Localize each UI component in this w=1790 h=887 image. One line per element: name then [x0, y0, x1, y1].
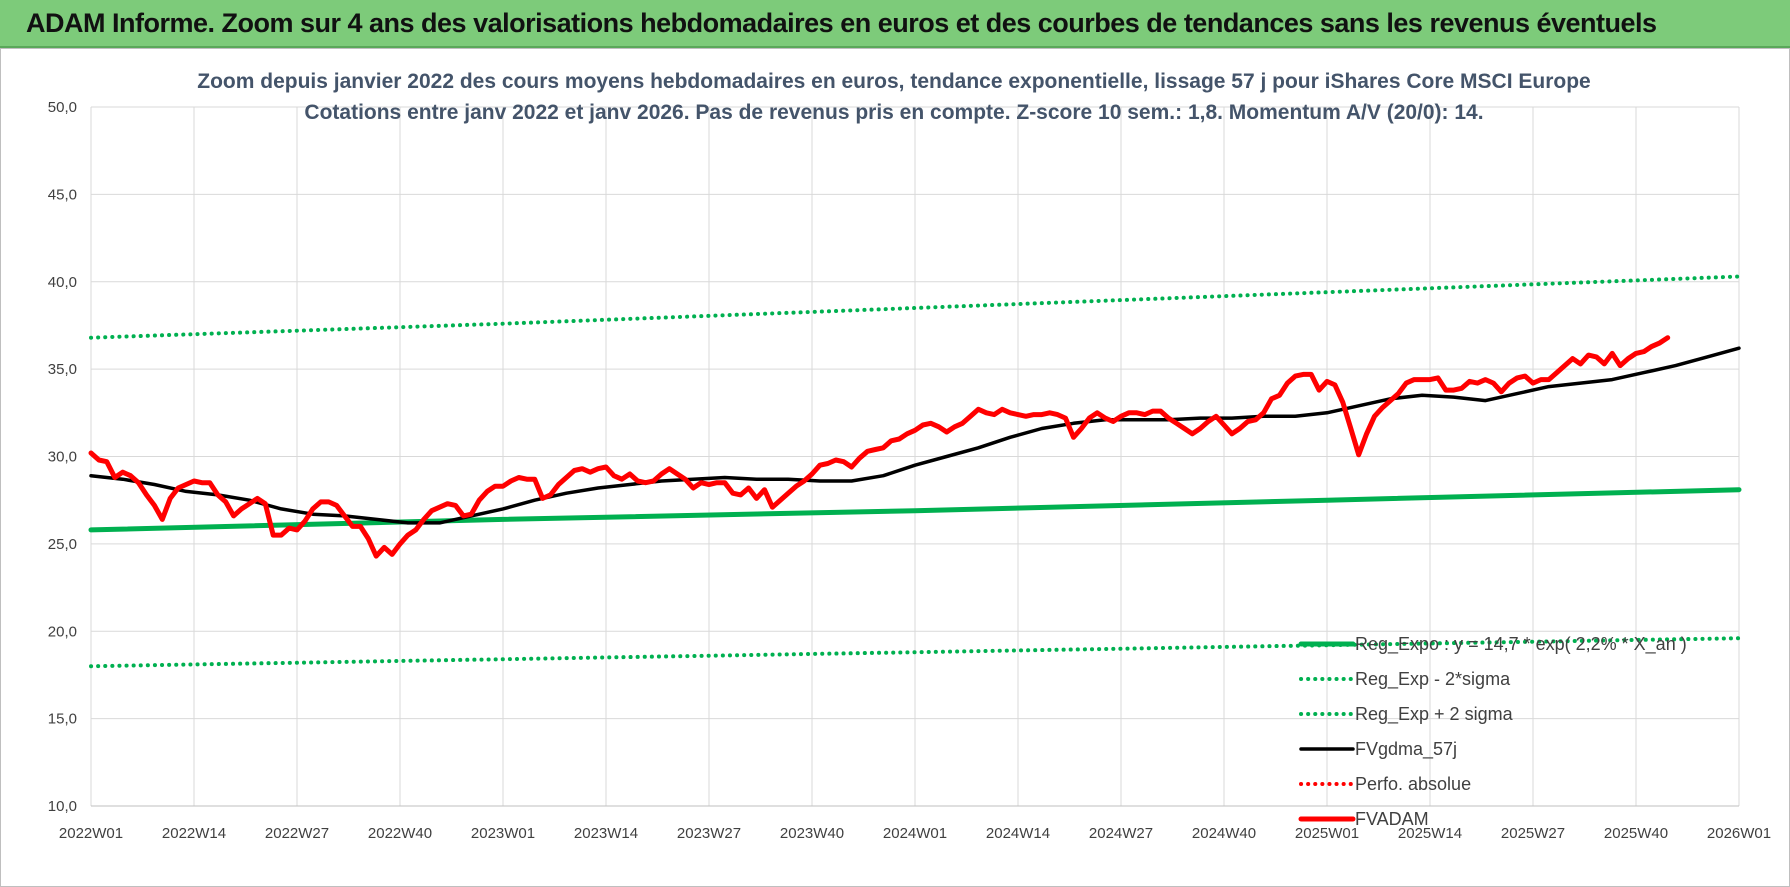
x-tick-label: 2022W01: [59, 825, 123, 842]
x-tick-label: 2025W27: [1501, 825, 1565, 842]
banner: ADAM Informe. Zoom sur 4 ans des valoris…: [0, 0, 1790, 48]
x-tick-label: 2023W27: [677, 825, 741, 842]
series-line-2: [89, 274, 1741, 340]
legend-label: Perfo. absolue: [1355, 774, 1471, 794]
series-line-1: [89, 636, 1741, 669]
legend-label: FVADAM: [1355, 809, 1429, 829]
series-line-3: [89, 346, 1741, 525]
x-tick-label: 2023W40: [780, 825, 844, 842]
y-tick-label: 20,0: [48, 623, 77, 640]
y-axis-ticks: 10,0 15,0 20,0 25,0 30,0 35,0 40,0 45,0 50,0: [48, 99, 77, 815]
x-tick-label: 2026W01: [1707, 825, 1771, 842]
y-tick-label: 30,0: [48, 449, 77, 466]
chart-plot: Zoom depuis janvier 2022 des cours moyen…: [48, 70, 1771, 842]
y-tick-label: 45,0: [48, 186, 77, 203]
chart-subtitle-line-1: Zoom depuis janvier 2022 des cours moyen…: [197, 70, 1590, 93]
y-tick-label: 40,0: [48, 274, 77, 291]
x-tick-label: 2023W01: [471, 825, 535, 842]
legend: Reg_Expo : y = 14,7 * exp( 2,2% * X_an )…: [1298, 634, 1687, 829]
chart-subtitle-line-2: Cotations entre janv 2022 et janv 2026. …: [304, 101, 1483, 124]
banner-title: ADAM Informe. Zoom sur 4 ans des valoris…: [26, 8, 1657, 38]
series-layer: [88, 274, 1742, 669]
y-tick-label: 15,0: [48, 711, 77, 728]
x-tick-label: 2025W40: [1604, 825, 1668, 842]
y-tick-label: 35,0: [48, 361, 77, 378]
x-tick-label: 2022W27: [265, 825, 329, 842]
legend-label: Reg_Exp - 2*sigma: [1355, 669, 1511, 690]
x-tick-label: 2025W01: [1295, 825, 1359, 842]
x-tick-label: 2024W14: [986, 825, 1050, 842]
x-tick-label: 2024W27: [1089, 825, 1153, 842]
y-tick-label: 50,0: [48, 99, 77, 116]
chart-frame: Zoom depuis janvier 2022 des cours moyen…: [0, 48, 1790, 887]
x-tick-label: 2024W40: [1192, 825, 1256, 842]
y-tick-label: 25,0: [48, 536, 77, 553]
x-tick-label: 2022W40: [368, 825, 432, 842]
series-line-0: [88, 487, 1742, 533]
x-axis-ticks: 2022W01 2022W14 2022W27 2022W40 2023W01 2023W…: [59, 825, 1771, 842]
x-tick-label: 2024W01: [883, 825, 947, 842]
x-tick-label: 2025W14: [1398, 825, 1462, 842]
legend-label: Reg_Expo : y = 14,7 * exp( 2,2% * X_an ): [1355, 634, 1687, 655]
grid-layer: [90, 106, 1740, 807]
legend-label: Reg_Exp + 2 sigma: [1355, 704, 1514, 725]
legend-label: FVgdma_57j: [1355, 739, 1457, 760]
x-tick-label: 2022W14: [162, 825, 226, 842]
y-tick-label: 10,0: [48, 798, 77, 815]
series-line-5: [88, 335, 1671, 559]
x-tick-label: 2023W14: [574, 825, 638, 842]
